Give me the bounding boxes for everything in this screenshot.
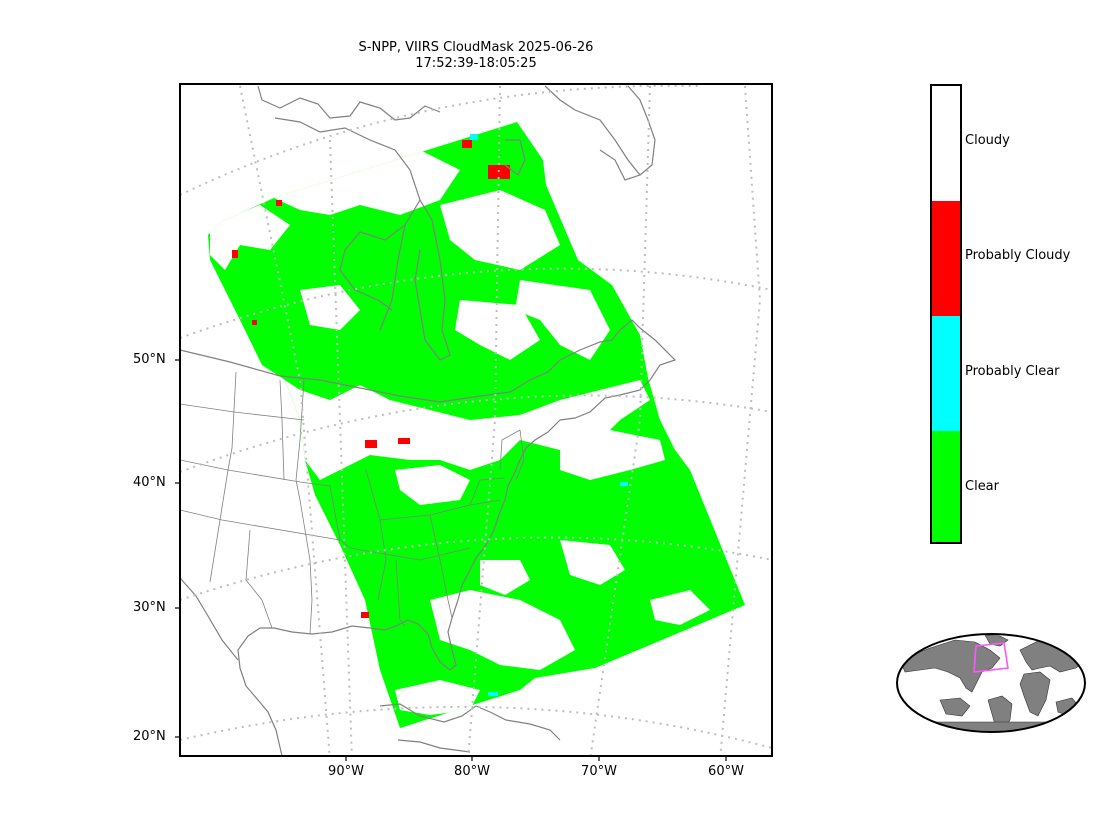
legend-label-probably-clear: Probably Clear (965, 364, 1060, 379)
lon-label-90w: 90°W (328, 764, 364, 779)
legend-label-cloudy: Cloudy (965, 133, 1010, 148)
axis-ticks (175, 359, 727, 761)
map-title: S-NPP, VIIRS CloudMask 2025-06-26 (358, 40, 594, 55)
swath-cloudy-regions (210, 150, 710, 715)
legend-label-clear: Clear (965, 479, 999, 494)
legend-label-probably-cloudy: Probably Cloudy (965, 248, 1071, 263)
swath-probably-cloudy-regions (232, 140, 510, 618)
swath-probably-clear-regions (470, 134, 628, 696)
lon-label-60w: 60°W (708, 764, 744, 779)
map-time-range: 17:52:39-18:05:25 (415, 56, 537, 71)
legend-swatch-probably-clear (932, 316, 960, 431)
state-borders (180, 371, 525, 635)
graticule (180, 84, 772, 756)
lon-label-80w: 80°W (454, 764, 490, 779)
lat-label-30: 30°N (133, 600, 166, 615)
globe-outline (896, 633, 1086, 733)
lat-label-20: 20°N (133, 729, 166, 744)
legend-swatch-cloudy (932, 86, 960, 201)
map-frame (179, 83, 773, 757)
lat-label-50: 50°N (133, 352, 166, 367)
legend-swatch-clear (932, 431, 960, 542)
lat-label-40: 40°N (133, 475, 166, 490)
map-area (180, 84, 772, 756)
legend-swatch-probably-cloudy (932, 201, 960, 316)
lon-label-70w: 70°W (581, 764, 617, 779)
legend-colorbar (930, 84, 962, 544)
coastlines (180, 85, 677, 756)
globe-swath-outline (973, 642, 1009, 673)
